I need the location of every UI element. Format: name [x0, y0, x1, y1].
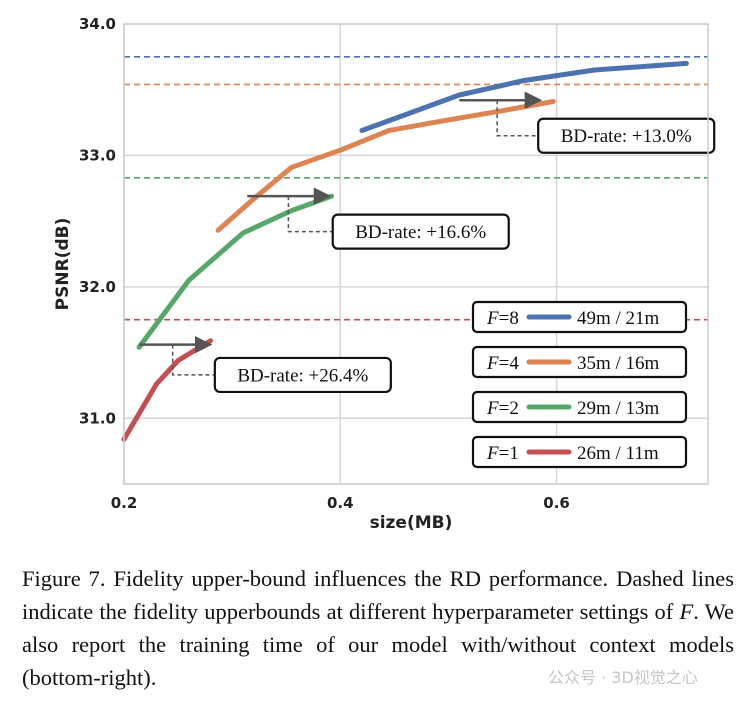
legend-label: F=1: [486, 443, 519, 464]
axis-ticks: 0.2 0.4 0.6 31.0 32.0 33.0 34.0: [79, 15, 570, 512]
series-line: [215, 99, 556, 233]
legend-time: 26m / 11m: [577, 443, 659, 464]
y-axis-label: PSNR(dB): [53, 218, 73, 311]
x-axis-label: size(MB): [370, 513, 453, 533]
bd-rate-box: [213, 356, 392, 394]
caption-lead: Figure 7.: [22, 566, 106, 591]
series-line: [136, 193, 335, 350]
y-tick-label: 33.0: [79, 146, 116, 164]
y-tick-label: 31.0: [79, 409, 116, 427]
bd-rate-label: BD-rate: +13.0%: [561, 126, 692, 147]
caption-text-1: Fidelity upper-bound influences the RD p…: [22, 566, 734, 624]
bd-rate-box: [331, 213, 510, 250]
x-tick-label: 0.4: [327, 494, 354, 512]
legend-label: F=4: [486, 353, 519, 374]
watermark: 公众号 · 3D视觉之心: [548, 668, 698, 687]
y-tick-label: 32.0: [79, 278, 116, 296]
bd-rate-leader: [171, 344, 215, 376]
plot-frame: [123, 23, 709, 485]
series-line: [121, 338, 213, 442]
legend-entry: F=4 35m / 16m: [471, 345, 688, 379]
x-tick-label: 0.2: [111, 494, 138, 512]
bd-rate-box: [537, 117, 716, 154]
legend-entry: F=2 29m / 13m: [471, 390, 688, 424]
series-lines: [121, 60, 689, 442]
legend-entry: F=8 49m / 21m: [471, 300, 688, 334]
figure-caption: Figure 7. Fidelity upper-bound influence…: [22, 562, 734, 694]
legend-box: [471, 390, 688, 424]
legend-box: [471, 345, 688, 379]
bd-rate-label: BD-rate: +26.4%: [237, 365, 368, 386]
legend-time: 29m / 13m: [577, 398, 660, 419]
legend-box: [471, 435, 688, 469]
caption-text-2: . We also report the training time of ou…: [22, 599, 735, 690]
legend-time: 49m / 21m: [577, 308, 660, 329]
caption-f-symbol: F: [679, 599, 694, 624]
x-tick-label: 0.6: [543, 494, 570, 512]
legend-label: F=2: [486, 398, 519, 419]
legend-entry: F=1 26m / 11m: [471, 435, 688, 469]
bd-rate-label: BD-rate: +16.6%: [355, 222, 486, 243]
series-line: [359, 60, 689, 133]
legend-label: F=8: [486, 308, 519, 329]
legend-time: 35m / 16m: [577, 353, 660, 374]
upper-bound-lines: [124, 56, 708, 321]
bd-rate-leader: [287, 196, 333, 233]
y-tick-label: 34.0: [79, 15, 116, 33]
legend: F=8 49m / 21m F=4 35m / 16m F=2 29m / 13m F=1 2…: [471, 300, 688, 469]
legend-box: [471, 300, 688, 334]
bd-rate-leader: [496, 100, 539, 137]
annotations: BD-rate: +13.0% BD-rate: +16.6% BD-rate: +…: [139, 91, 716, 394]
rd-chart: BD-rate: +13.0% BD-rate: +16.6% BD-rate: +…: [53, 15, 716, 533]
